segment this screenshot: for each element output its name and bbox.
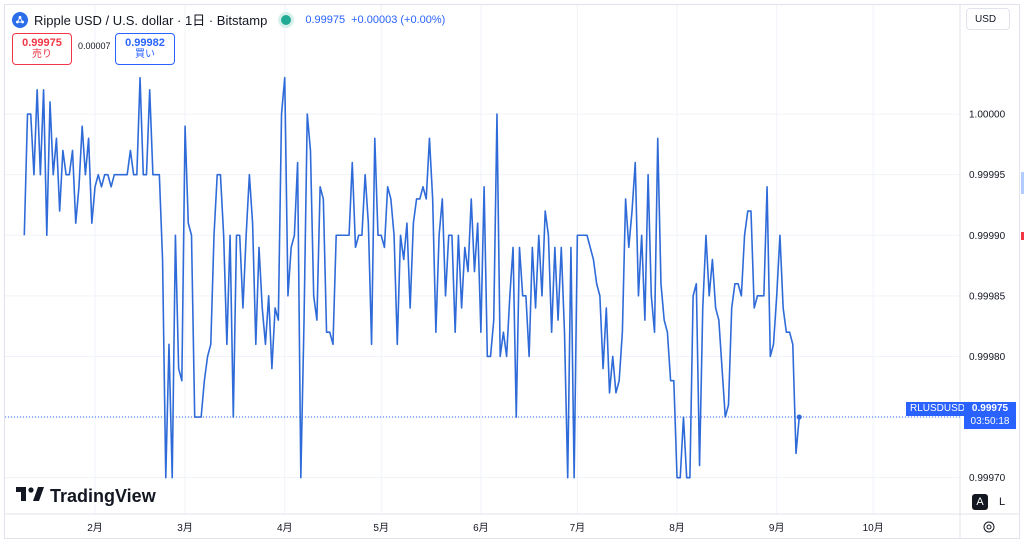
x-tick-label: 5月 (373, 522, 389, 534)
scale-highlight-marker (1021, 172, 1024, 194)
sell-button[interactable]: 0.99975 売り (12, 33, 72, 65)
y-tick-label: 0.99970 (969, 473, 1006, 484)
x-tick-label: 4月 (277, 522, 293, 534)
last-point (796, 414, 802, 420)
y-tick-label: 0.99990 (969, 231, 1006, 242)
last-price-symbol-tag: RLUSDUSD (906, 402, 970, 416)
tradingview-logo[interactable]: TradingView (16, 486, 156, 507)
sell-label: 売り (32, 49, 52, 60)
scale-alert-marker (1021, 232, 1024, 240)
bar-countdown: 03:50:18 (970, 416, 1010, 427)
x-tick-label: 6月 (473, 522, 489, 534)
log-scale-button[interactable]: L (998, 496, 1006, 508)
sell-price: 0.99975 (22, 37, 62, 49)
currency-selector[interactable]: USD (966, 8, 1010, 30)
y-tick-label: 0.99980 (969, 352, 1006, 363)
header-change: +0.00003 (+0.00%) (351, 13, 446, 26)
x-tick-label: 9月 (769, 522, 785, 534)
x-tick-label: 8月 (669, 522, 685, 534)
y-tick-label: 0.99995 (969, 170, 1006, 181)
x-tick-label: 2月 (87, 522, 103, 534)
chart-header: Ripple USD / U.S. dollar · 1日 · Bitstamp… (12, 10, 445, 29)
tradingview-wordmark: TradingView (50, 486, 156, 506)
last-price-tag: 0.99975 03:50:18 (964, 402, 1016, 429)
x-tick-label: 10月 (863, 522, 884, 534)
tradingview-mark-icon (16, 486, 44, 507)
x-tick-label: 7月 (570, 522, 586, 534)
chart-frame (4, 4, 1020, 539)
header-last-price: 0.99975 (305, 13, 346, 26)
y-tick-label: 1.00000 (969, 110, 1006, 121)
buy-button[interactable]: 0.99982 買い (115, 33, 175, 65)
ripple-logo-icon (12, 11, 28, 28)
auto-scale-button[interactable]: A (972, 494, 988, 510)
buy-price: 0.99982 (125, 37, 165, 49)
series-line (23, 76, 801, 479)
settings-gear-icon[interactable] (982, 520, 996, 534)
last-price-value: 0.99975 (971, 403, 1009, 414)
symbol-title[interactable]: Ripple USD / U.S. dollar · 1日 · Bitstamp (34, 13, 268, 28)
x-tick-label: 3月 (177, 522, 193, 534)
spread-value: 0.00007 (78, 41, 111, 51)
y-tick-label: 0.99985 (969, 291, 1006, 302)
x-axis-labels: 2月 3月 4月 5月 6月 7月 8月 9月 10月 (87, 522, 883, 534)
market-status-icon[interactable] (281, 14, 292, 25)
buy-label: 買い (135, 49, 155, 60)
